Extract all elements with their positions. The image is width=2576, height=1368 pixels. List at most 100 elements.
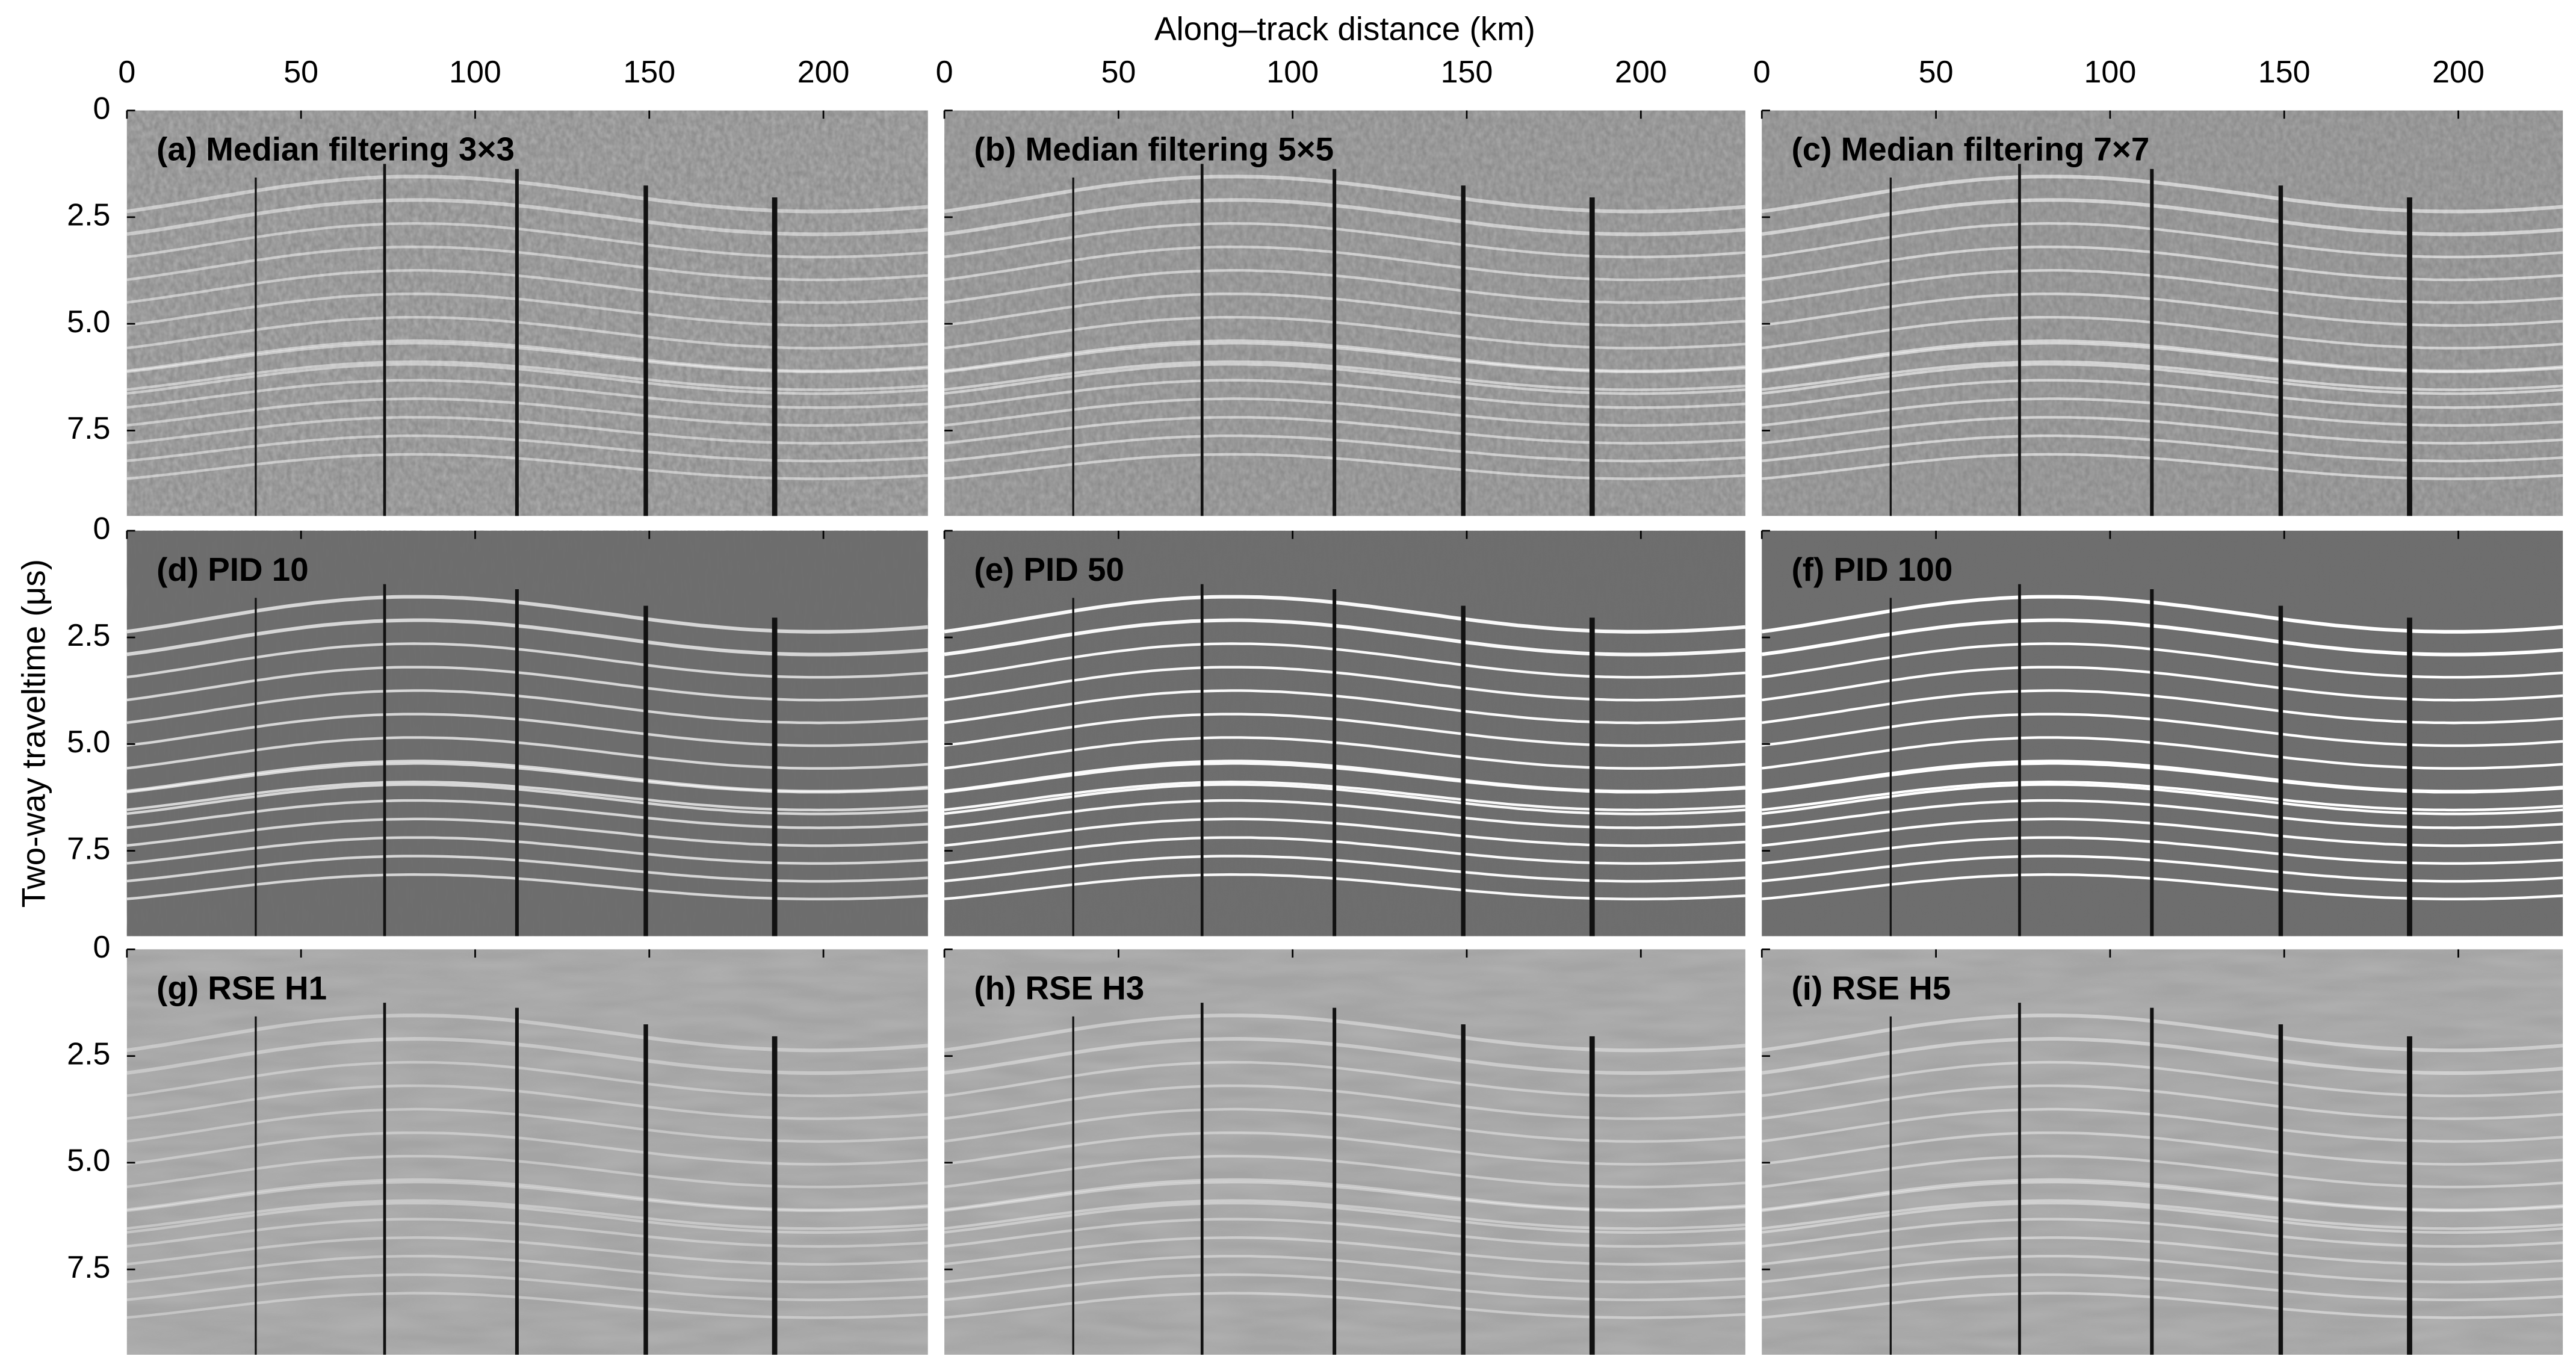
panel-title: (i) RSE H5: [1792, 969, 1951, 1006]
horizon: [1762, 1236, 2563, 1266]
horizon: [944, 434, 1746, 463]
horizon: [944, 363, 1746, 395]
horizon: [126, 642, 928, 679]
x-tick-label: 100: [2084, 55, 2136, 90]
horizon: [944, 1292, 1745, 1319]
horizon: [126, 397, 928, 427]
horizon: [126, 780, 928, 812]
horizon: [126, 1292, 928, 1319]
horizon: [1762, 221, 2563, 259]
horizon: [944, 595, 1746, 634]
panel-noise: [126, 949, 928, 1355]
horizon: [1762, 379, 2563, 409]
horizon: [1762, 316, 2563, 350]
horizon: [126, 762, 928, 794]
horizon: [1762, 342, 2563, 374]
horizon: [944, 1178, 1746, 1212]
horizon: [944, 1037, 1746, 1076]
horizon: [1762, 1180, 2563, 1212]
horizon: [1762, 1273, 2563, 1302]
y-tick-label: 7.5: [67, 1250, 110, 1285]
horizon: [944, 268, 1746, 305]
horizon: [944, 1199, 1746, 1230]
horizon: [944, 246, 1746, 282]
horizon: [126, 1199, 928, 1230]
horizon: [944, 736, 1746, 770]
horizon: [1761, 268, 2563, 305]
horizon: [944, 416, 1745, 445]
horizon: [944, 1014, 1746, 1053]
horizon: [126, 799, 928, 829]
horizon: [1762, 780, 2563, 812]
x-tick-label: 150: [2258, 55, 2311, 90]
horizon: [1761, 292, 2563, 327]
y-tick-label: 7.5: [67, 411, 110, 446]
x-tick-label: 150: [623, 55, 675, 90]
horizon: [126, 1236, 928, 1266]
horizon: [126, 713, 928, 747]
horizon: [126, 416, 928, 445]
horizon: [126, 268, 928, 305]
horizon: [1761, 618, 2563, 657]
horizon: [944, 397, 1745, 427]
x-tick-label: 0: [118, 55, 135, 90]
horizon: [1761, 198, 2563, 237]
x-tick-label: 200: [2432, 55, 2485, 90]
panel-title: (f) PID 100: [1792, 551, 1953, 588]
horizon: [1762, 1199, 2563, 1230]
horizon: [1762, 1154, 2563, 1189]
panel-title: (d) PID 10: [156, 551, 309, 588]
horizon: [1762, 434, 2563, 463]
y-tick-label: 5.0: [67, 305, 110, 339]
horizon: [1762, 1178, 2563, 1212]
panel-title: (h) RSE H3: [974, 969, 1144, 1006]
horizon: [944, 1236, 1745, 1266]
panel: (b) Median filtering 5×5: [944, 110, 1746, 516]
panel-noise: [1762, 110, 2563, 516]
y-axis-label: Two-way traveltime (μs): [15, 559, 52, 908]
horizon: [1762, 736, 2563, 770]
horizon: [944, 379, 1746, 409]
horizon: [1762, 642, 2563, 679]
horizon: [126, 1218, 928, 1248]
panel: (g) RSE H1: [126, 949, 928, 1355]
horizon: [126, 1037, 928, 1076]
horizon: [944, 642, 1746, 679]
horizon: [126, 1060, 928, 1097]
horizon: [1762, 453, 2563, 480]
horizon: [126, 175, 928, 214]
x-tick-label: 200: [1615, 55, 1667, 90]
horizon: [126, 855, 928, 883]
panel-title: (e) PID 50: [974, 551, 1124, 588]
horizon: [1761, 666, 2563, 702]
horizon: [126, 342, 928, 374]
y-tick-label: 7.5: [67, 831, 110, 866]
y-tick-label: 0: [93, 512, 111, 546]
horizon: [1762, 817, 2563, 847]
panel: (i) RSE H5: [1761, 949, 2563, 1355]
horizon: [944, 360, 1746, 391]
panel: (d) PID 10: [126, 530, 928, 936]
horizon: [126, 434, 928, 463]
horizon: [944, 618, 1746, 657]
x-tick-label: 50: [283, 55, 318, 90]
x-tick-label: 100: [1266, 55, 1319, 90]
horizon: [944, 1273, 1746, 1302]
horizon: [126, 1178, 928, 1212]
horizon: [1762, 799, 2563, 829]
horizon: [1762, 1255, 2563, 1284]
y-tick-label: 5.0: [67, 1144, 110, 1178]
x-tick-label: 150: [1441, 55, 1493, 90]
horizon: [1761, 1084, 2563, 1121]
panel-noise: [944, 949, 1745, 1355]
horizon: [126, 363, 928, 395]
horizon: [944, 783, 1746, 816]
y-tick-label: 2.5: [67, 198, 110, 233]
panel-title: (b) Median filtering 5×5: [974, 130, 1334, 167]
panel: (e) PID 50: [944, 530, 1746, 936]
horizon: [1762, 360, 2563, 391]
horizon: [944, 873, 1745, 901]
horizon: [126, 1255, 928, 1284]
